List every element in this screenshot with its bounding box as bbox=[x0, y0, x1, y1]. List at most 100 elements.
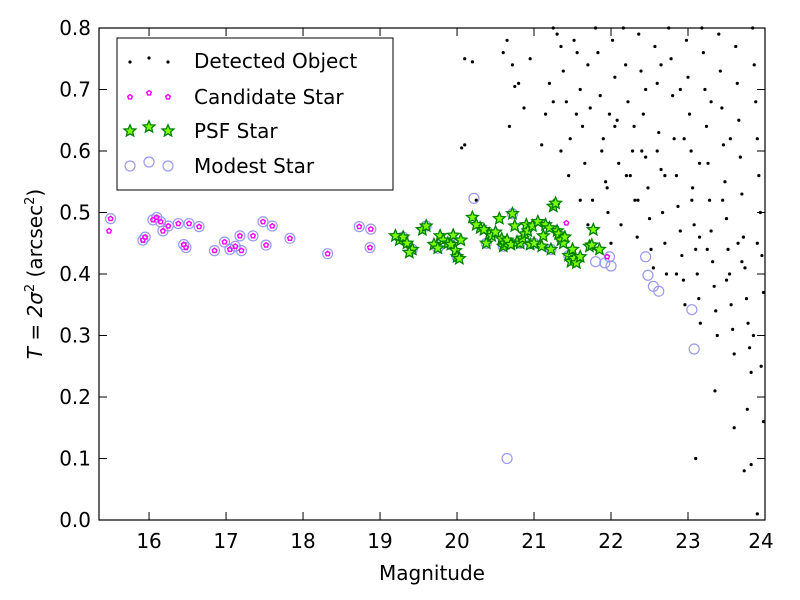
psf-star-point bbox=[418, 218, 434, 233]
y-axis-title-suffix: ) bbox=[23, 189, 47, 197]
detected-object-point bbox=[564, 100, 568, 104]
plot-frame bbox=[98, 27, 766, 521]
detected-object-point bbox=[689, 149, 693, 153]
psf-star-point bbox=[543, 241, 559, 256]
detected-object-point bbox=[672, 137, 676, 141]
detected-object-point bbox=[586, 223, 590, 227]
y-tick-label: 0.0 bbox=[59, 508, 91, 532]
candidate-star-point bbox=[157, 218, 164, 225]
detected-object-point bbox=[655, 149, 659, 153]
detected-object-point bbox=[697, 297, 701, 301]
detected-object-point bbox=[522, 106, 526, 110]
detected-object-point bbox=[720, 106, 724, 110]
detected-object-point bbox=[703, 87, 707, 92]
y-axis-title-prefix: T = 2σ bbox=[23, 291, 47, 359]
detected-object-point bbox=[752, 63, 756, 67]
detected-object-point bbox=[755, 137, 759, 141]
modest-star-point bbox=[178, 238, 190, 251]
detected-object-point bbox=[507, 124, 511, 128]
detected-object-point bbox=[649, 247, 653, 251]
detected-object-point bbox=[705, 247, 709, 251]
detected-object-point bbox=[676, 204, 680, 208]
detected-object-point bbox=[606, 210, 610, 215]
detected-object-point bbox=[586, 63, 590, 67]
detected-object-point bbox=[732, 352, 736, 356]
psf-star-point bbox=[572, 248, 588, 264]
psf-star-point bbox=[476, 221, 492, 237]
detected-object-point bbox=[761, 420, 766, 424]
detected-object-point bbox=[600, 149, 604, 153]
legend-marker-detected bbox=[166, 60, 170, 64]
modest-star-point bbox=[260, 239, 272, 251]
detected-object-point bbox=[680, 253, 684, 258]
detected-object-point bbox=[633, 198, 637, 202]
candidate-star-point bbox=[563, 219, 570, 226]
detected-object-point bbox=[704, 124, 709, 128]
detected-object-point bbox=[604, 180, 608, 184]
modest-star-point bbox=[322, 248, 334, 260]
detected-object-point bbox=[749, 463, 753, 467]
detected-object-point bbox=[694, 456, 698, 461]
detected-object-point bbox=[735, 81, 739, 85]
y-tick-label: 0.5 bbox=[59, 201, 91, 225]
legend-marker-candidate bbox=[145, 89, 153, 96]
modest-star-point bbox=[257, 216, 269, 228]
detected-object-point bbox=[701, 51, 706, 55]
detected-object-point bbox=[615, 118, 619, 122]
candidate-star-point bbox=[153, 214, 160, 221]
detected-object-point bbox=[568, 137, 572, 141]
detected-object-point bbox=[743, 266, 747, 270]
detected-object-point bbox=[547, 81, 552, 85]
detected-object-point bbox=[723, 180, 727, 184]
candidate-star-point bbox=[211, 247, 218, 254]
detected-object-point bbox=[711, 260, 715, 264]
candidate-star-point bbox=[324, 250, 331, 257]
psf-star-point bbox=[453, 232, 469, 247]
modest-star-point bbox=[247, 230, 259, 242]
candidate-star-point bbox=[159, 227, 167, 234]
psf-star-point bbox=[535, 227, 551, 243]
detected-object-point bbox=[755, 512, 759, 516]
detected-object-point bbox=[617, 161, 621, 165]
candidate-star-point bbox=[221, 238, 228, 245]
modest-star-point bbox=[218, 236, 231, 248]
detected-object-point bbox=[697, 161, 702, 165]
candidate-star-point bbox=[165, 222, 172, 229]
detected-object-point bbox=[510, 63, 515, 67]
candidate-star-point bbox=[185, 220, 193, 227]
detected-object-point bbox=[575, 51, 579, 55]
detected-object-point bbox=[551, 100, 555, 104]
modest-star-point bbox=[180, 241, 192, 254]
detected-object-point bbox=[717, 32, 721, 36]
detected-object-point bbox=[761, 290, 766, 295]
detected-object-point bbox=[715, 333, 719, 338]
detected-object-point bbox=[644, 155, 648, 159]
detected-object-point bbox=[659, 63, 663, 67]
legend-marker-psf bbox=[122, 123, 138, 138]
modest-star-point bbox=[284, 232, 296, 244]
x-tick-label: 21 bbox=[521, 529, 546, 553]
detected-object-point bbox=[640, 149, 644, 153]
detected-object-point bbox=[513, 84, 517, 89]
detected-object-point bbox=[501, 51, 505, 55]
detected-object-point bbox=[659, 167, 663, 172]
detected-object-point bbox=[474, 198, 478, 202]
y-axis-title-middle: (arcsec bbox=[23, 205, 47, 284]
candidate-star-point bbox=[232, 243, 239, 249]
detected-object-point bbox=[610, 38, 615, 42]
x-tick-label: 20 bbox=[444, 529, 469, 553]
candidate-star-point bbox=[269, 222, 276, 229]
detected-object-point bbox=[637, 32, 641, 36]
detected-object-point bbox=[660, 210, 665, 215]
candidate-star-point bbox=[175, 220, 182, 227]
detected-object-point bbox=[709, 229, 713, 233]
modest-star-point bbox=[139, 231, 151, 243]
detected-object-point bbox=[718, 69, 722, 73]
candidate-star-point bbox=[107, 215, 114, 222]
detected-object-point bbox=[555, 32, 559, 36]
detected-object-point bbox=[741, 235, 746, 239]
detected-object-point bbox=[751, 333, 756, 338]
detected-object-point bbox=[757, 174, 761, 178]
modest-star-point bbox=[172, 217, 184, 230]
modest-star-point bbox=[653, 285, 665, 297]
